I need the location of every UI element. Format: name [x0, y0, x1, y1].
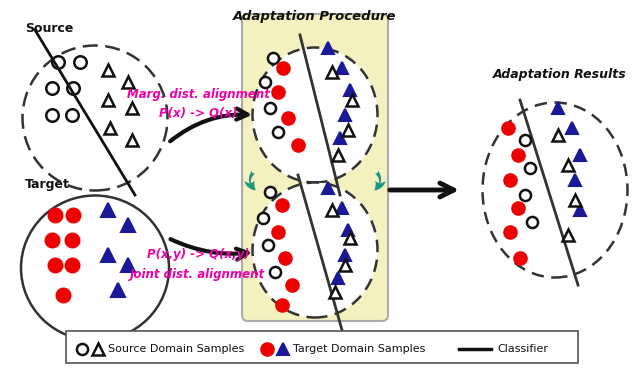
Text: P(x,y) -> Q(x,y): P(x,y) -> Q(x,y): [147, 248, 250, 261]
FancyBboxPatch shape: [242, 14, 388, 321]
Text: Marg. dist. alignment: Marg. dist. alignment: [127, 88, 269, 101]
Text: Target: Target: [25, 178, 70, 191]
Text: Classifier: Classifier: [497, 344, 548, 354]
Text: Source: Source: [25, 22, 74, 35]
Text: Source Domain Samples: Source Domain Samples: [108, 344, 244, 354]
FancyArrowPatch shape: [244, 171, 256, 190]
Text: Joint dist. alignment: Joint dist. alignment: [131, 268, 266, 281]
FancyArrowPatch shape: [374, 171, 386, 190]
Ellipse shape: [253, 48, 378, 182]
Ellipse shape: [22, 45, 168, 190]
Text: Target Domain Samples: Target Domain Samples: [293, 344, 426, 354]
Ellipse shape: [483, 102, 627, 277]
Ellipse shape: [21, 195, 169, 341]
Ellipse shape: [253, 182, 378, 317]
Text: Adaptation Results: Adaptation Results: [493, 68, 627, 81]
FancyBboxPatch shape: [66, 331, 578, 363]
Text: Adaptation Procedure: Adaptation Procedure: [233, 10, 397, 23]
Text: P(x) -> Q(x): P(x) -> Q(x): [159, 107, 237, 120]
